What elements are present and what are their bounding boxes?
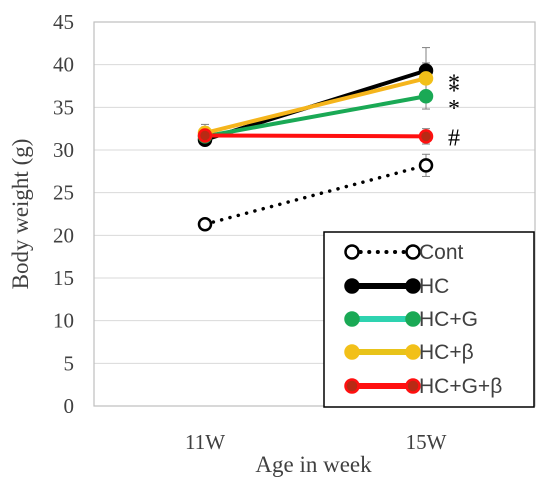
legend-marker (405, 244, 421, 260)
series-line-2 (203, 94, 428, 139)
significance-star: * (448, 78, 460, 104)
legend-marker (344, 378, 360, 394)
y-tick-label: 35 (53, 95, 74, 119)
significance-star: * (448, 96, 460, 122)
y-tick-label: 15 (53, 266, 74, 290)
y-tick-label: 40 (53, 53, 74, 77)
series-lines (203, 68, 428, 226)
x-tick-labels: 11W 15W (185, 430, 447, 454)
significance-star: * (448, 71, 460, 97)
legend-marker (344, 244, 360, 260)
y-tick-label: 20 (53, 223, 74, 247)
legend-label: HC (419, 275, 449, 298)
data-point-3-1 (418, 71, 434, 86)
series-line-0 (203, 163, 428, 226)
legend-label: Cont (419, 241, 464, 264)
series-line-4 (203, 133, 428, 139)
significance-annotations: *** # (448, 71, 460, 152)
legend-marker (405, 311, 421, 327)
legend-label: HC+β (419, 341, 474, 364)
y-tick-label: 30 (53, 138, 74, 162)
legend-label: HC+G (419, 308, 478, 331)
y-axis-title: Body weight (g) (8, 139, 33, 290)
y-tick-label: 10 (53, 309, 74, 333)
data-point-4-0 (197, 128, 213, 143)
y-tick-labels: 0 5 10 15 20 25 30 35 40 45 (53, 10, 74, 418)
plot-area-border (93, 21, 536, 407)
legend-label: HC+G+β (419, 375, 502, 398)
legend-marker (344, 278, 360, 294)
y-tick-label: 5 (64, 351, 75, 375)
legend-marker (405, 344, 421, 360)
legend: Cont HC HC+G HC+β HC+G+β (323, 231, 535, 408)
significance-hash: # (448, 125, 460, 151)
x-tick-label: 11W (185, 430, 225, 454)
y-tick-label: 45 (53, 10, 74, 34)
series-markers (197, 63, 434, 232)
y-tick-label: 25 (53, 181, 74, 205)
x-tick-label: 15W (406, 430, 447, 454)
legend-marker (405, 278, 421, 294)
legend-marker (344, 344, 360, 360)
series-line-3 (203, 76, 428, 135)
data-point-0-1 (418, 158, 434, 173)
legend-marker (344, 311, 360, 327)
legend-marker (405, 378, 421, 394)
data-point-0-0 (197, 216, 213, 232)
y-tick-label: 0 (64, 394, 75, 418)
data-point-4-1 (418, 129, 434, 144)
data-point-2-1 (418, 88, 434, 104)
x-axis-title: Age in week (255, 452, 372, 477)
